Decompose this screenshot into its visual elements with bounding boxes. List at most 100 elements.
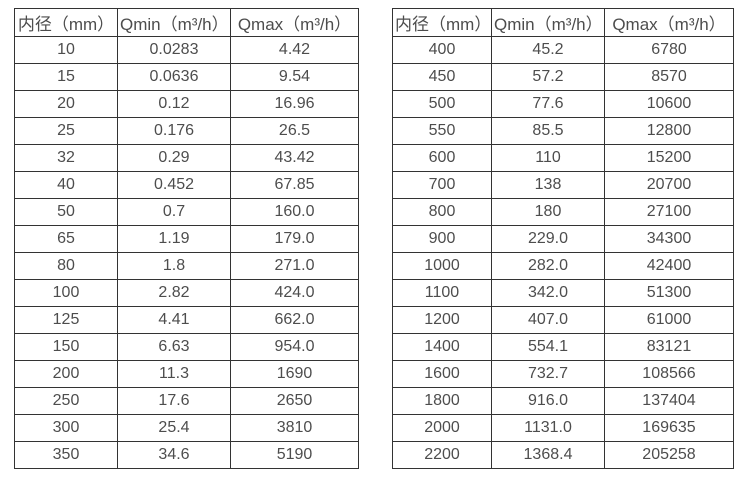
table-cell: 1800 [392,387,492,415]
table-header: 内径（mm） Qmin（m³/h） Qmax（m³/h） [392,8,734,37]
table-cell: 51300 [604,279,734,307]
table-cell: 11.3 [117,360,231,388]
table-cell: 954.0 [230,333,359,361]
table-row: 500 77.6 10600 [392,90,734,118]
table-cell: 67.85 [230,171,359,199]
table-row: 125 4.41 662.0 [14,306,359,334]
table-row: 50 0.7 160.0 [14,198,359,226]
table-cell: 100 [14,279,118,307]
table-cell: 20700 [604,171,734,199]
table-cell: 150 [14,333,118,361]
table-cell: 0.29 [117,144,231,172]
table-cell: 400 [392,36,492,64]
table-cell: 662.0 [230,306,359,334]
table-cell: 17.6 [117,387,231,415]
table-cell: 160.0 [230,198,359,226]
table-cell: 1400 [392,333,492,361]
table-cell: 1600 [392,360,492,388]
column-header: 内径（mm） [14,8,118,37]
table-row: 32 0.29 43.42 [14,144,359,172]
table-cell: 40 [14,171,118,199]
table-row: 200 11.3 1690 [14,360,359,388]
table-cell: 110 [491,144,605,172]
table-cell: 6.63 [117,333,231,361]
table-cell: 3810 [230,414,359,442]
table-cell: 2200 [392,441,492,469]
table-cell: 85.5 [491,117,605,145]
table-cell: 424.0 [230,279,359,307]
table-cell: 16.96 [230,90,359,118]
table-row: 1800 916.0 137404 [392,387,734,415]
table-cell: 180 [491,198,605,226]
table-cell: 2.82 [117,279,231,307]
table-cell: 4.42 [230,36,359,64]
table-cell: 800 [392,198,492,226]
column-header: Qmin（m³/h） [491,8,605,37]
table-cell: 0.0636 [117,63,231,91]
table-cell: 125 [14,306,118,334]
table-cell: 350 [14,441,118,469]
table-cell: 229.0 [491,225,605,253]
table-cell: 32 [14,144,118,172]
table-cell: 0.176 [117,117,231,145]
table-cell: 45.2 [491,36,605,64]
table-cell: 0.452 [117,171,231,199]
table-cell: 342.0 [491,279,605,307]
table-cell: 700 [392,171,492,199]
table-cell: 1.19 [117,225,231,253]
table-cell: 2000 [392,414,492,442]
table-cell: 8570 [604,63,734,91]
table-row: 1100 342.0 51300 [392,279,734,307]
table-cell: 15200 [604,144,734,172]
table-row: 15 0.0636 9.54 [14,63,359,91]
table-cell: 80 [14,252,118,280]
table-header: 内径（mm） Qmin（m³/h） Qmax（m³/h） [14,8,359,37]
table-row: 2200 1368.4 205258 [392,441,734,469]
table-cell: 137404 [604,387,734,415]
table-row: 1400 554.1 83121 [392,333,734,361]
table-cell: 0.0283 [117,36,231,64]
table-row: 1000 282.0 42400 [392,252,734,280]
table-cell: 250 [14,387,118,415]
table-cell: 1131.0 [491,414,605,442]
table-row: 80 1.8 271.0 [14,252,359,280]
table-row: 65 1.19 179.0 [14,225,359,253]
table-cell: 4.41 [117,306,231,334]
table-row: 600 110 15200 [392,144,734,172]
table-cell: 169635 [604,414,734,442]
table-body: 10 0.0283 4.42 15 0.0636 9.54 20 0.12 16.96 25 0.1… [14,36,359,469]
table-row: 250 17.6 2650 [14,387,359,415]
table-cell: 25.4 [117,414,231,442]
column-header: Qmax（m³/h） [230,8,359,37]
table-cell: 900 [392,225,492,253]
table-row: 1600 732.7 108566 [392,360,734,388]
table-cell: 450 [392,63,492,91]
table-cell: 407.0 [491,306,605,334]
table-row: 100 2.82 424.0 [14,279,359,307]
table-cell: 282.0 [491,252,605,280]
table-row: 300 25.4 3810 [14,414,359,442]
table-cell: 2650 [230,387,359,415]
table-cell: 732.7 [491,360,605,388]
table-row: 550 85.5 12800 [392,117,734,145]
table-cell: 34300 [604,225,734,253]
table-cell: 1000 [392,252,492,280]
table-cell: 179.0 [230,225,359,253]
table-cell: 27100 [604,198,734,226]
header-row: 内径（mm） Qmin（m³/h） Qmax（m³/h） [392,8,734,37]
table-cell: 0.12 [117,90,231,118]
table-cell: 50 [14,198,118,226]
table-cell: 205258 [604,441,734,469]
table-cell: 6780 [604,36,734,64]
table-row: 40 0.452 67.85 [14,171,359,199]
column-header: 内径（mm） [392,8,492,37]
table-cell: 300 [14,414,118,442]
table-cell: 83121 [604,333,734,361]
table-cell: 12800 [604,117,734,145]
table-cell: 0.7 [117,198,231,226]
table-cell: 57.2 [491,63,605,91]
table-cell: 916.0 [491,387,605,415]
table-cell: 42400 [604,252,734,280]
flow-range-table-large-diameters: 内径（mm） Qmin（m³/h） Qmax（m³/h） 400 45.2 6780 45… [392,8,734,469]
